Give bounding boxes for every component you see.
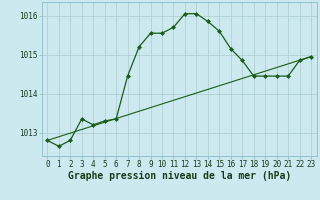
- X-axis label: Graphe pression niveau de la mer (hPa): Graphe pression niveau de la mer (hPa): [68, 171, 291, 181]
